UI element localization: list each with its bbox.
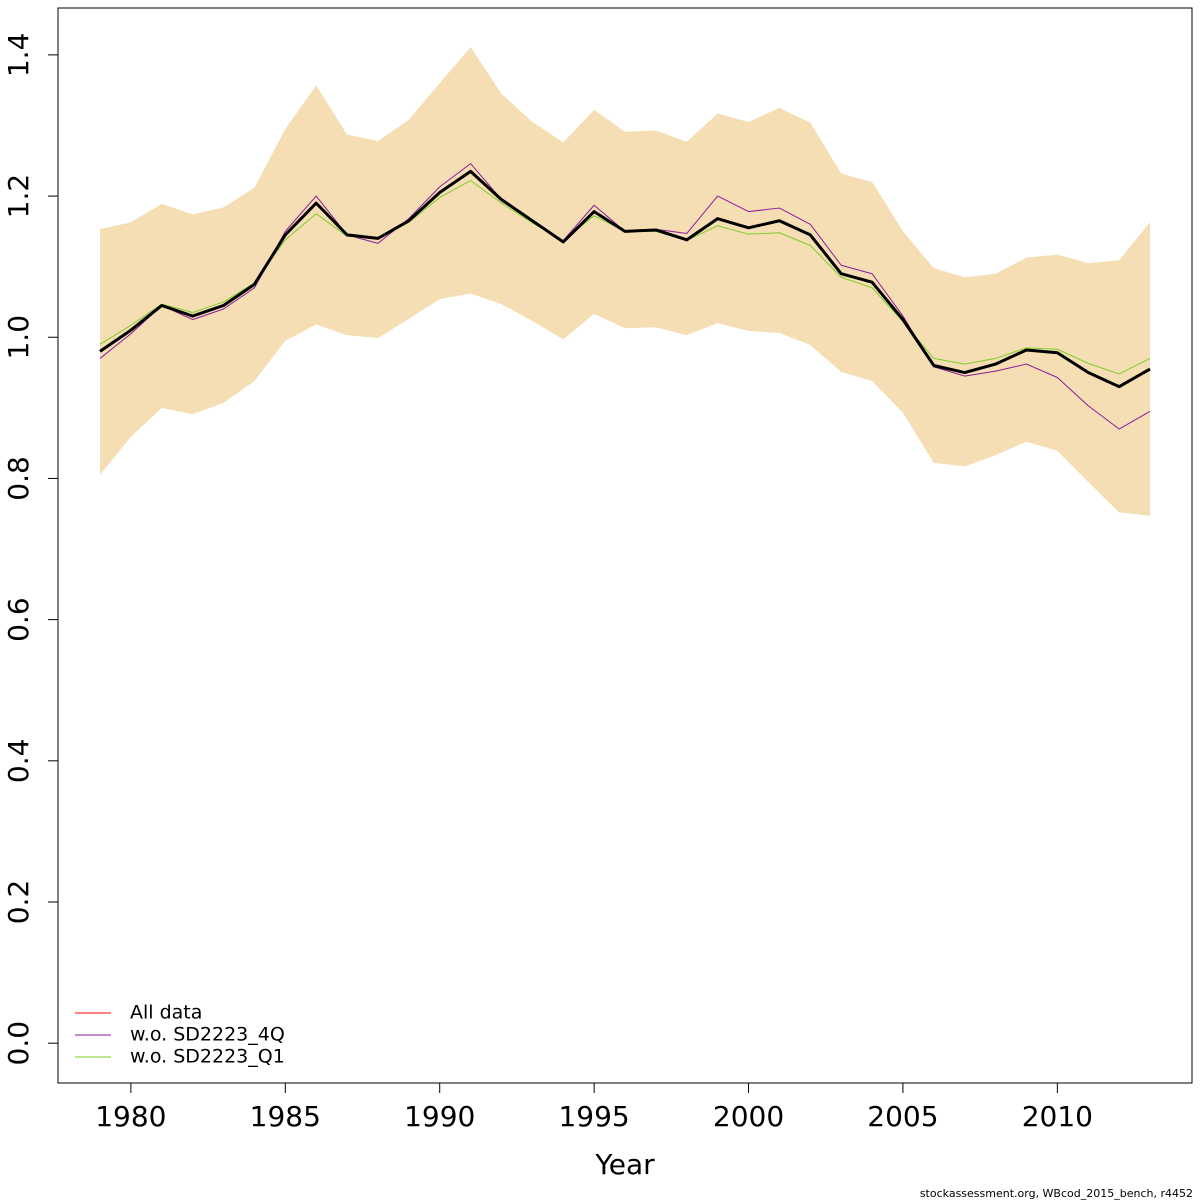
estimate-line <box>99 169 1151 389</box>
y-tick-label: 1.4 <box>2 33 35 78</box>
x-tick-label: 2010 <box>1022 1100 1093 1133</box>
y-tick-label: 0.2 <box>2 880 35 925</box>
y-tick-label: 1.2 <box>2 174 35 219</box>
x-tick-label: 1990 <box>404 1100 475 1133</box>
y-tick-label: 0.4 <box>2 739 35 784</box>
y-tick-label: 0.6 <box>2 597 35 642</box>
x-tick-label: 2000 <box>713 1100 784 1133</box>
y-tick-label: 0.0 <box>2 1021 35 1066</box>
x-tick-label: 1995 <box>558 1100 629 1133</box>
legend-label: All data <box>130 1002 202 1024</box>
x-tick-label: 1980 <box>95 1100 166 1133</box>
footnote: stockassessment.org, WBcod_2015_bench, r… <box>920 1187 1193 1200</box>
x-axis-label: Year <box>594 1148 655 1181</box>
legend-label: w.o. SD2223_4Q <box>130 1024 285 1046</box>
plot-frame <box>57 7 1193 1084</box>
y-tick-label: 0.8 <box>2 456 35 501</box>
legend-label: w.o. SD2223_Q1 <box>130 1046 285 1068</box>
y-tick-label: 1.0 <box>2 315 35 360</box>
confidence-band <box>100 47 1150 516</box>
x-tick-label: 1985 <box>250 1100 321 1133</box>
x-tick-label: 2005 <box>867 1100 938 1133</box>
